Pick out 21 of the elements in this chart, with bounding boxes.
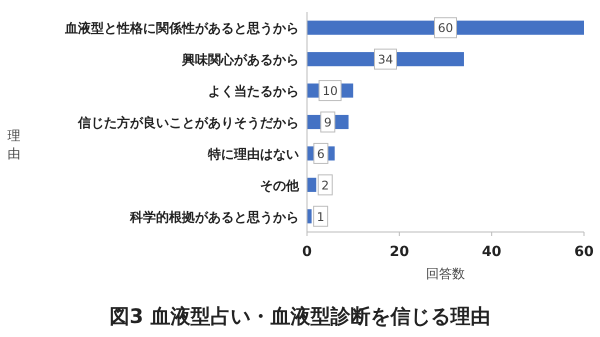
data-label: 34 bbox=[378, 52, 394, 67]
x-tick-label: 40 bbox=[482, 244, 502, 260]
x-tick-label: 0 bbox=[302, 244, 312, 260]
y-axis-title: 理由 bbox=[8, 129, 20, 162]
x-tick-label: 60 bbox=[574, 244, 594, 260]
data-label: 60 bbox=[438, 21, 454, 36]
data-label: 9 bbox=[324, 116, 332, 130]
y-tick-label: 信じた方が良いことがありそうだから bbox=[77, 115, 299, 131]
text: 図3 血液型占い・血液型診断を信じる理由 bbox=[110, 304, 490, 328]
x-axis-title: 回答数 bbox=[426, 267, 465, 282]
y-tick-label: 科学的根拠があると思うから bbox=[129, 210, 299, 226]
y-tick-label: よく当たるから bbox=[208, 84, 299, 100]
data-label: 1 bbox=[316, 210, 324, 224]
y-tick-label: その他 bbox=[260, 178, 300, 194]
data-label: 10 bbox=[322, 84, 338, 98]
y-tick-label: 特に理由はない bbox=[207, 147, 299, 162]
data-label: 2 bbox=[321, 178, 330, 192]
y-tick-label: 血液型と性格に関係性があると思うから bbox=[64, 20, 299, 37]
x-tick-label: 20 bbox=[390, 244, 410, 260]
data-label: 6 bbox=[317, 146, 325, 161]
y-tick-label: 興味関心があるから bbox=[181, 52, 299, 68]
